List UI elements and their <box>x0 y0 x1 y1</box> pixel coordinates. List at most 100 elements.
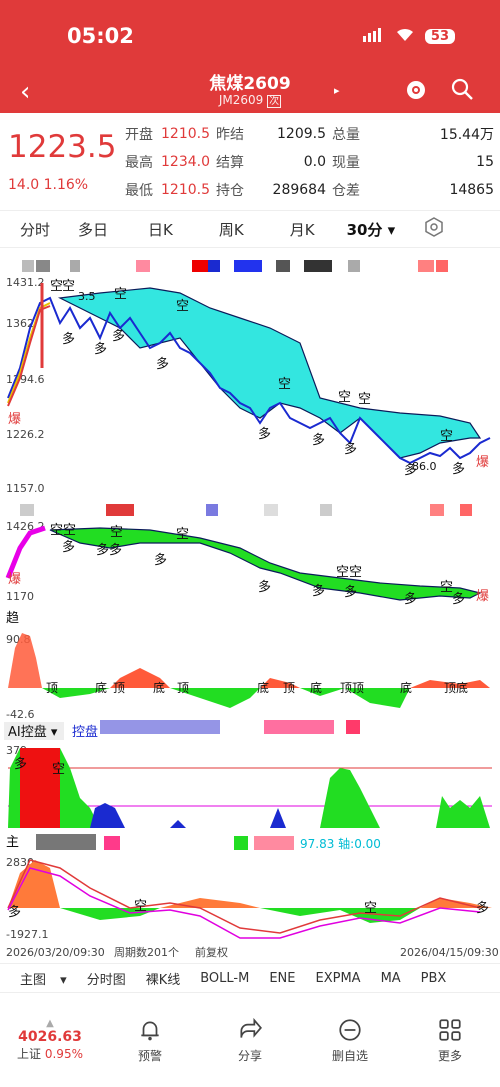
chart-annotation: 空 <box>176 299 189 314</box>
sub-chart-5: 主 97.83 轴:0.00 2830. -1927.1 多 空 空 多 <box>6 834 492 941</box>
tab-fenshi[interactable]: 分时 <box>20 220 51 239</box>
tab-naked-k[interactable]: 裸K线 <box>145 972 181 988</box>
index-info: 上证 0.95% <box>17 1047 83 1061</box>
quote-label: 仓差 <box>332 183 360 199</box>
y-label: 1157.0 <box>6 482 45 495</box>
up-arrow-icon: ▲ <box>46 1018 54 1029</box>
tab-intraday[interactable]: 分时图 <box>86 972 126 988</box>
search-icon[interactable] <box>450 77 474 101</box>
next-contract-arrow[interactable]: ▸ <box>334 84 340 97</box>
quote-row: 最高 1234.0 结算 0.0 现量 15 <box>125 148 494 176</box>
alert-button[interactable]: 预警 <box>100 993 200 1087</box>
price-change: 14.0 1.16% <box>8 177 89 193</box>
chart-annotation: 多 <box>452 461 465 477</box>
alert-label: 预警 <box>137 1048 162 1063</box>
tab-main-chart[interactable]: 主图 ▾ <box>20 972 67 988</box>
tab-30min[interactable]: 30分 ▾ <box>346 220 396 239</box>
tab-ma[interactable]: MA <box>380 970 401 986</box>
back-button[interactable]: ‹ <box>20 77 31 107</box>
more-button[interactable]: 更多 <box>400 993 500 1087</box>
quote-value: 1210.5 <box>161 126 210 142</box>
chart-label: 空 <box>364 901 377 916</box>
chart-label: 底 <box>95 680 107 695</box>
signal-strip-2 <box>20 504 472 516</box>
quote-value: 1209.5 <box>277 126 326 142</box>
chart5-title: 主 <box>6 835 19 850</box>
minus-circle-icon <box>339 1018 361 1041</box>
y-label: 1294.6 <box>6 373 45 386</box>
quote-value: 15 <box>476 154 494 170</box>
chart-label: 多 <box>14 756 27 772</box>
signal-strip <box>22 260 448 272</box>
chart-area[interactable]: 1431.2 1362 1294.6 1226.2 1157.0 空 空 3.5… <box>0 248 500 959</box>
more-label: 更多 <box>437 1048 462 1063</box>
chart-label: 空 <box>52 762 65 777</box>
date-end: 2026/04/15/09:30 <box>400 946 499 958</box>
period-count: 周期数201个 <box>114 946 179 958</box>
index-ticker[interactable]: ▲ 4026.63 上证 0.95% <box>0 993 100 1087</box>
settings-icon[interactable] <box>423 216 445 242</box>
contract-title: 焦煤2609 <box>209 74 291 94</box>
chart-label: 顶底 <box>444 680 468 695</box>
tab-zhouk[interactable]: 周K <box>218 220 244 239</box>
chart-annotation: 多多 <box>96 542 122 558</box>
battery-indicator: 53 <box>424 28 455 44</box>
chart-label: 多 <box>8 904 21 920</box>
quote-label: 昨结 <box>216 127 244 143</box>
y-label: 1362 <box>6 317 34 330</box>
sub-chart-2: 1426.2 1170 爆 空空 空 空 多 多多 多 多 多 空空 多 多 空… <box>5 520 489 607</box>
tab-boll[interactable]: BOLL-M <box>200 970 250 986</box>
grid-icon <box>439 1018 461 1041</box>
quote-label: 持仓 <box>216 183 244 199</box>
chart-annotation: 多 <box>62 331 75 347</box>
quote-value: 15.44万 <box>439 127 494 143</box>
share-button[interactable]: 分享 <box>200 993 300 1087</box>
tab-expma[interactable]: EXPMA <box>315 970 361 986</box>
chart-annotation: 空 <box>50 279 63 294</box>
chart-annotation: 多 <box>452 591 465 607</box>
price-line <box>7 296 491 465</box>
quote-value: 1234.0 <box>161 154 210 170</box>
tab-duori[interactable]: 多日 <box>78 220 109 239</box>
chart-label: 顶 <box>113 681 125 695</box>
chart-annotation: 爆 <box>8 412 21 427</box>
chart-annotation: 空 <box>440 429 453 444</box>
quote-value: 0.0 <box>303 154 326 170</box>
tab-yuek[interactable]: 月K <box>289 220 315 239</box>
wifi-icon <box>395 26 415 46</box>
sub-chart-4: AI控盘 ▾ 控盘 379. 多 空 <box>4 720 492 828</box>
quote-value: 1210.5 <box>161 182 210 198</box>
y-label: 1431.2 <box>6 276 45 289</box>
tab-rik[interactable]: 日K <box>148 220 173 239</box>
quote-label: 开盘 <box>125 127 153 143</box>
remove-watchlist-button[interactable]: 删自选 <box>300 993 400 1087</box>
chart4-label: 控盘 <box>72 724 98 740</box>
tab-ene[interactable]: ENE <box>269 970 296 986</box>
period-tabs: 分时 多日 日K 周K 月K 30分 ▾ <box>0 210 500 248</box>
chart-annotation: 多 <box>156 356 169 372</box>
quote-row: 开盘 1210.5 昨结 1209.5 总量 15.44万 <box>125 120 494 148</box>
chart-annotation: 3.5 <box>78 290 96 303</box>
date-bar: 2026/03/20/09:30 周期数201个 前复权 2026/04/15/… <box>6 945 499 959</box>
chart-annotation: 多 <box>344 441 357 457</box>
y-label: 1226.2 <box>6 428 45 441</box>
chart-annotation: 多 <box>404 462 417 478</box>
last-price: 1223.5 <box>8 129 117 165</box>
chart-annotation: 多 <box>258 426 271 442</box>
sub-chart-3: 趋 90.8 -42.6 顶 底 顶 底 顶 底 顶 底 顶顶 底 顶底 <box>6 611 490 721</box>
tab-pbx[interactable]: PBX <box>420 970 447 986</box>
quote-label: 现量 <box>332 155 360 171</box>
chart-annotation: 空 <box>338 390 351 405</box>
quote-label: 总量 <box>332 127 360 143</box>
share-label: 分享 <box>237 1048 262 1063</box>
alarm-clock-icon[interactable] <box>404 77 428 101</box>
quote-label: 最低 <box>125 183 153 199</box>
chart-label: 底 <box>257 680 269 695</box>
chart-annotation: 多 <box>258 579 271 595</box>
chart4-title: AI控盘 ▾ <box>8 724 58 740</box>
chart-annotation: 多 <box>94 341 107 357</box>
chart-annotation: 多 <box>312 583 325 599</box>
status-icons: 53 <box>362 26 455 46</box>
footer-bar: ▲ 4026.63 上证 0.95% 预警 分享 删自选 更多 <box>0 993 500 1087</box>
status-time: 05:02 <box>67 24 134 48</box>
